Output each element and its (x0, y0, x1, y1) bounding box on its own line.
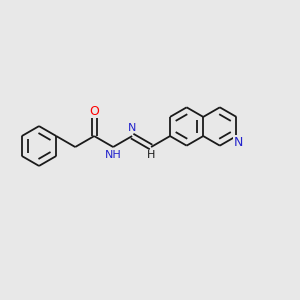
Text: H: H (147, 150, 155, 160)
Text: O: O (89, 105, 99, 118)
Text: N: N (234, 136, 243, 149)
Text: NH: NH (105, 150, 122, 160)
Text: N: N (128, 123, 136, 133)
